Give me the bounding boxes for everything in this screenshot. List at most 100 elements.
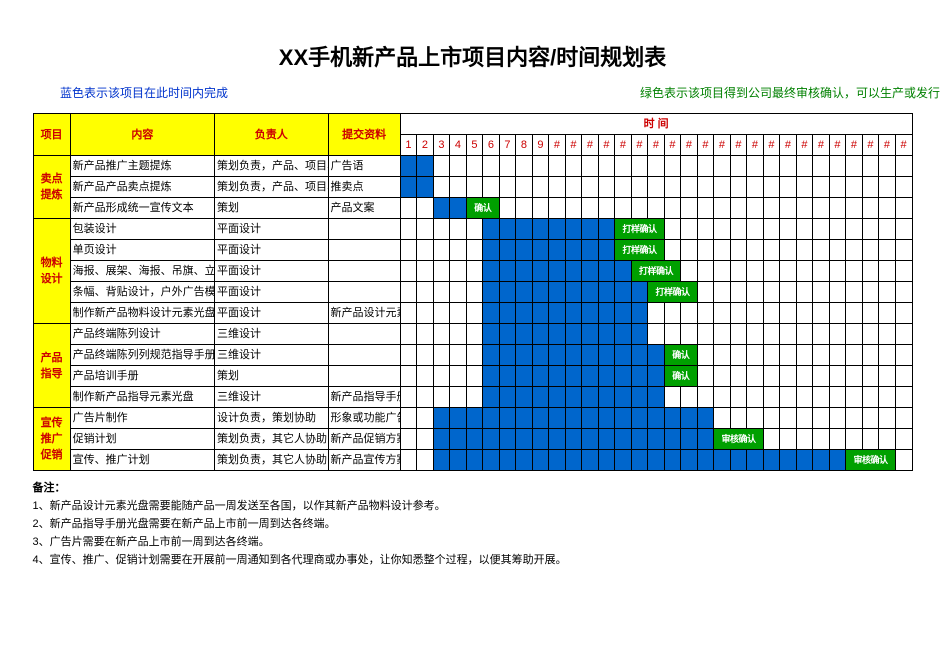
time-cell xyxy=(730,198,747,219)
time-cell xyxy=(417,345,434,366)
time-cell xyxy=(813,198,830,219)
time-cell xyxy=(400,450,417,471)
time-cell xyxy=(862,345,879,366)
time-cell xyxy=(730,345,747,366)
time-cell xyxy=(747,366,764,387)
approve-cell: 审核确认 xyxy=(714,429,764,450)
time-cell xyxy=(681,240,698,261)
time-cell xyxy=(763,429,780,450)
time-cell xyxy=(796,177,813,198)
time-cell xyxy=(862,177,879,198)
time-cell xyxy=(681,198,698,219)
time-cell xyxy=(697,345,714,366)
time-cell xyxy=(895,387,912,408)
time-cell xyxy=(400,408,417,429)
time-cell xyxy=(400,240,417,261)
time-cell xyxy=(615,261,632,282)
time-slot-label: 5 xyxy=(466,135,483,156)
time-cell xyxy=(549,240,566,261)
time-cell xyxy=(829,198,846,219)
time-cell xyxy=(763,450,780,471)
time-cell xyxy=(829,387,846,408)
time-cell xyxy=(516,345,533,366)
time-cell xyxy=(631,408,648,429)
row-owner: 三维设计 xyxy=(215,345,328,366)
time-cell xyxy=(879,387,896,408)
row-owner: 策划负责，其它人协助 xyxy=(215,450,328,471)
time-cell xyxy=(466,366,483,387)
time-cell xyxy=(813,156,830,177)
time-cell xyxy=(549,282,566,303)
time-cell xyxy=(730,282,747,303)
time-cell xyxy=(862,324,879,345)
time-cell xyxy=(433,177,450,198)
time-cell xyxy=(417,156,434,177)
time-cell xyxy=(813,450,830,471)
time-slot-label: # xyxy=(813,135,830,156)
group-label: 产品指导 xyxy=(33,324,70,408)
time-cell xyxy=(466,408,483,429)
time-cell xyxy=(417,366,434,387)
time-cell xyxy=(747,387,764,408)
time-cell xyxy=(433,219,450,240)
time-cell xyxy=(532,198,549,219)
time-cell xyxy=(862,156,879,177)
time-cell xyxy=(697,429,714,450)
time-cell xyxy=(549,219,566,240)
time-cell xyxy=(664,219,681,240)
time-cell xyxy=(532,450,549,471)
time-cell xyxy=(516,366,533,387)
time-slot-label: # xyxy=(648,135,665,156)
time-cell xyxy=(747,450,764,471)
time-cell xyxy=(417,261,434,282)
time-cell xyxy=(846,429,863,450)
time-cell xyxy=(780,366,797,387)
time-cell xyxy=(747,324,764,345)
row-content: 条幅、背贴设计，户外广告模版 xyxy=(70,282,214,303)
time-cell xyxy=(697,408,714,429)
row-content: 制作新产品指导元素光盘 xyxy=(70,387,214,408)
time-cell xyxy=(565,219,582,240)
time-slot-label: # xyxy=(631,135,648,156)
time-cell xyxy=(829,219,846,240)
time-slot-label: # xyxy=(862,135,879,156)
time-cell xyxy=(433,261,450,282)
time-cell xyxy=(813,219,830,240)
time-cell xyxy=(829,450,846,471)
time-cell xyxy=(582,450,599,471)
time-cell xyxy=(829,282,846,303)
time-cell xyxy=(681,387,698,408)
time-cell xyxy=(532,261,549,282)
time-cell xyxy=(813,282,830,303)
time-cell xyxy=(450,324,467,345)
time-cell xyxy=(796,198,813,219)
time-cell xyxy=(466,261,483,282)
time-cell xyxy=(532,177,549,198)
row-deliver xyxy=(328,261,400,282)
time-cell xyxy=(582,156,599,177)
time-cell xyxy=(813,429,830,450)
time-cell xyxy=(697,198,714,219)
time-cell xyxy=(879,366,896,387)
time-slot-label: # xyxy=(747,135,764,156)
time-cell xyxy=(499,366,516,387)
time-slot-label: 3 xyxy=(433,135,450,156)
row-content: 产品终端陈列设计 xyxy=(70,324,214,345)
time-cell xyxy=(780,156,797,177)
approve-cell: 确认 xyxy=(664,366,697,387)
time-cell xyxy=(433,198,450,219)
time-cell xyxy=(862,387,879,408)
row-deliver: 形象或功能广告 xyxy=(328,408,400,429)
time-cell xyxy=(582,177,599,198)
time-cell xyxy=(763,345,780,366)
time-cell xyxy=(549,156,566,177)
time-cell xyxy=(697,324,714,345)
time-cell xyxy=(763,219,780,240)
time-cell xyxy=(747,408,764,429)
time-cell xyxy=(516,282,533,303)
time-cell xyxy=(631,345,648,366)
time-cell xyxy=(813,303,830,324)
time-cell xyxy=(532,156,549,177)
time-cell xyxy=(417,177,434,198)
approve-cell: 审核确认 xyxy=(846,450,896,471)
